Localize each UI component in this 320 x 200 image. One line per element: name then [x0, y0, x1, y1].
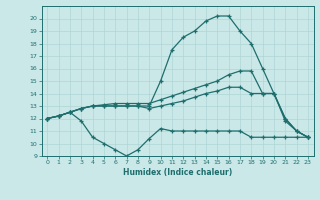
- X-axis label: Humidex (Indice chaleur): Humidex (Indice chaleur): [123, 168, 232, 177]
